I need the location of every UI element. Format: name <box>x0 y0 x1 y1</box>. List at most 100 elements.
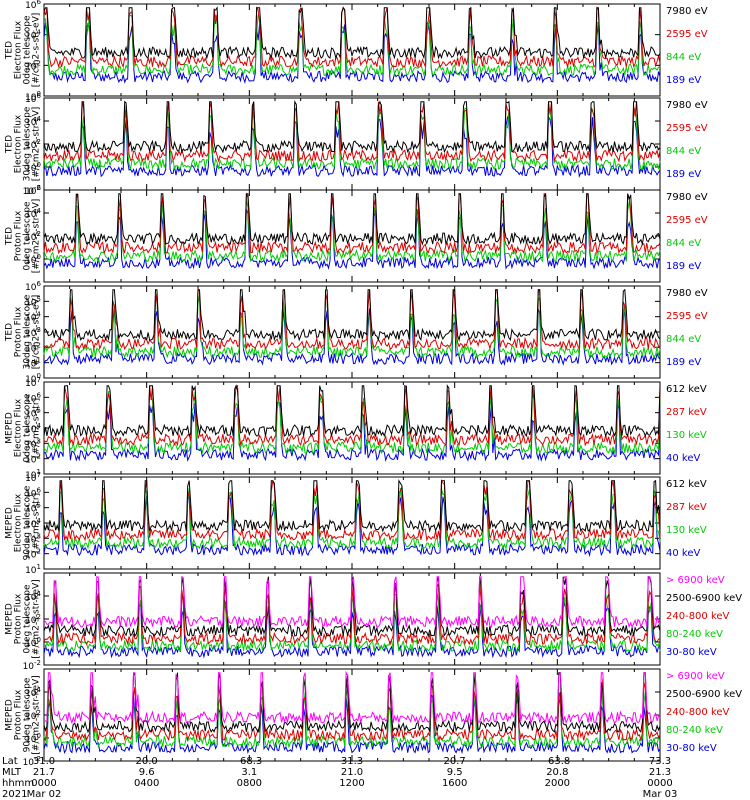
x-tick-label: 31.3 <box>341 756 363 767</box>
x-tick-label: 9.5 <box>447 767 463 778</box>
legend-entry: 80-240 keV <box>666 629 723 640</box>
legend-entry: 240-800 keV <box>666 707 730 718</box>
y-tick-label: 105 <box>25 502 41 515</box>
series-line <box>43 479 661 542</box>
y-tick-label: 103 <box>25 532 41 545</box>
series-line <box>43 672 661 734</box>
legend-entry: 40 keV <box>666 548 700 559</box>
y-tick-label: 103 <box>25 437 41 450</box>
y-tick-label: 100 <box>25 90 41 103</box>
y-tick-label: 104 <box>25 590 41 603</box>
series-line <box>43 99 661 154</box>
series-line <box>43 401 661 463</box>
y-tick-label: 100 <box>25 732 41 745</box>
series-line <box>43 13 661 77</box>
series-line <box>43 384 661 447</box>
y-tick-label: 10-2 <box>23 184 41 197</box>
y-tick-label: 104 <box>25 207 41 220</box>
y-tick-label: 102 <box>25 453 41 466</box>
x-tick-label: 20.7 <box>444 756 466 767</box>
legend-entry: 287 keV <box>666 407 707 418</box>
y-tick-label: 102 <box>25 59 41 72</box>
series-line <box>43 575 661 638</box>
y-tick-label: 102 <box>25 138 41 151</box>
legend-entry: 189 eV <box>666 75 701 86</box>
y-tick-label: 101 <box>25 468 41 481</box>
y-axis-label: TEDProton Flux30deg telescope[#/cm2-s-st… <box>5 294 42 369</box>
series-line <box>43 305 661 367</box>
legend-entry: > 6900 keV <box>666 575 725 586</box>
legend-entry: > 6900 keV <box>666 671 725 682</box>
y-axis-label: TEDElectron Flux30deg telescope[#/cm2-s-… <box>5 106 42 181</box>
legend-entry: 844 eV <box>666 52 701 63</box>
series-line <box>43 201 661 263</box>
x-tick-label: 0400 <box>134 778 159 789</box>
legend-entry: 30-80 keV <box>666 647 717 658</box>
x-tick-label: 20.8 <box>546 767 568 778</box>
legend-entry: 2595 eV <box>666 29 708 40</box>
y-tick-label: 102 <box>25 709 41 722</box>
y-tick-label: 105 <box>25 407 41 420</box>
series-line <box>43 115 661 179</box>
y-tick-label: 103 <box>25 326 41 339</box>
x-row-label: 2021 <box>2 789 27 800</box>
series-line <box>43 6 661 69</box>
x-tick-label: -63.8 <box>544 756 570 767</box>
x-tick-label: Mar 03 <box>643 789 678 800</box>
y-tick-label: 107 <box>25 471 41 484</box>
legend-entry: 2595 eV <box>666 215 708 226</box>
legend-entry: 80-240 keV <box>666 725 723 736</box>
legend-entry: 2595 eV <box>666 123 708 134</box>
series-line <box>43 22 661 84</box>
panel-frame <box>43 381 661 475</box>
legend-entry: 844 eV <box>666 238 701 249</box>
x-tick-label: 0000 <box>647 778 672 789</box>
series-line <box>43 487 661 551</box>
x-tick-label: 2000 <box>545 778 570 789</box>
panel-frame <box>43 285 661 379</box>
series-line <box>43 391 661 455</box>
y-tick-label: 106 <box>25 391 41 404</box>
x-tick-label: 3.1 <box>241 767 257 778</box>
y-tick-label: 100 <box>25 636 41 649</box>
legend-entry: 612 keV <box>666 479 707 490</box>
y-axis-label: MEPEDElectron Flux90deg telescope[#/cm2-… <box>5 485 42 560</box>
x-row-label: hhmm <box>2 778 34 789</box>
y-tick-label: 106 <box>25 280 41 293</box>
series-line <box>43 192 661 255</box>
y-tick-label: 107 <box>25 376 41 389</box>
y-tick-label: 100 <box>25 161 41 174</box>
legend-entry: 7980 eV <box>666 100 708 111</box>
legend-entry: 130 keV <box>666 525 707 536</box>
y-tick-label: 100 <box>25 372 41 385</box>
x-tick-label: 20.0 <box>136 756 158 767</box>
series-line <box>43 478 661 533</box>
legend-entry: 2500-6900 keV <box>666 689 742 700</box>
x-tick-label: 1600 <box>442 778 467 789</box>
y-tick-label: 101 <box>25 563 41 576</box>
series-line <box>43 209 661 270</box>
y-tick-label: 104 <box>25 29 41 42</box>
y-tick-label: 101 <box>25 357 41 370</box>
legend-entry: 287 keV <box>666 502 707 513</box>
y-axis-label: MEPEDProton Flux90deg telescope[#/cm2-s-… <box>5 675 42 754</box>
series-line <box>43 106 661 171</box>
legend-entry: 7980 eV <box>666 6 708 17</box>
legend-entry: 7980 eV <box>666 192 708 203</box>
y-axis-label: TEDElectron Flux0deg telescope[#/cm2-s-s… <box>5 13 42 88</box>
legend-entry: 240-800 keV <box>666 611 730 622</box>
legend-entry: 7980 eV <box>666 288 708 299</box>
series-line <box>43 193 661 246</box>
x-tick-label: 21.3 <box>649 767 671 778</box>
x-tick-label: -68.3 <box>236 756 262 767</box>
y-tick-label: 104 <box>25 422 41 435</box>
y-tick-label: 104 <box>25 517 41 530</box>
x-tick-label: 0800 <box>237 778 262 789</box>
y-tick-label: 102 <box>25 613 41 626</box>
legend-entry: 844 eV <box>666 146 701 157</box>
y-tick-label: 104 <box>25 115 41 128</box>
series-line <box>43 384 661 438</box>
x-tick-label: 21.0 <box>341 767 363 778</box>
series-line <box>43 288 661 342</box>
